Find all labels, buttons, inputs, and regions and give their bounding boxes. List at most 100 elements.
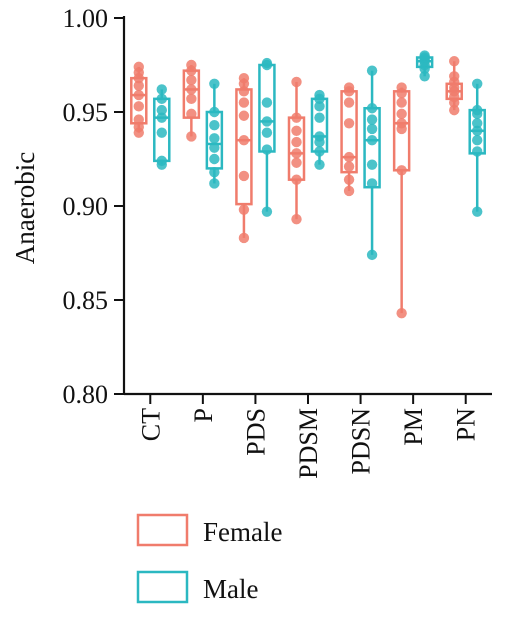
- data-point: [291, 174, 302, 185]
- data-point: [396, 82, 407, 93]
- data-point: [261, 57, 273, 69]
- data-point: [238, 232, 250, 244]
- plot-area: [130, 50, 486, 319]
- data-point: [238, 170, 250, 182]
- box-group: [235, 72, 253, 244]
- legend-label: Male: [203, 574, 258, 604]
- box-group: [153, 84, 171, 170]
- legend: Female Male: [136, 513, 282, 604]
- x-tick-label: PDSM: [294, 408, 323, 479]
- box-group: [363, 65, 381, 261]
- box-group: [205, 78, 224, 189]
- data-point: [238, 97, 250, 108]
- data-point: [156, 127, 167, 138]
- data-point: [343, 151, 355, 163]
- data-point: [156, 84, 167, 95]
- data-point: [343, 97, 355, 108]
- y-tick-label: 1.00: [63, 4, 109, 33]
- data-point: [314, 159, 325, 170]
- data-point: [366, 159, 378, 170]
- data-point: [419, 71, 430, 82]
- data-point: [261, 144, 273, 155]
- data-point: [209, 178, 220, 189]
- data-point: [133, 114, 144, 125]
- data-point: [449, 71, 460, 82]
- data-point: [343, 82, 355, 93]
- data-point: [291, 76, 302, 88]
- data-point: [449, 56, 460, 67]
- data-point: [209, 142, 220, 153]
- legend-swatch: [136, 513, 189, 547]
- box-group: [392, 82, 411, 319]
- data-point: [186, 93, 197, 105]
- data-point: [209, 166, 220, 178]
- box-group: [258, 57, 276, 217]
- data-point: [343, 161, 355, 172]
- box-group: [130, 61, 148, 138]
- data-point: [291, 213, 302, 225]
- data-point: [261, 116, 273, 127]
- x-tick-label: CT: [136, 408, 165, 441]
- data-point: [366, 135, 378, 146]
- data-point: [314, 146, 325, 157]
- data-point: [156, 104, 167, 116]
- data-point: [291, 148, 302, 159]
- data-point: [238, 86, 250, 97]
- data-point: [472, 146, 483, 157]
- box-group: [182, 59, 201, 142]
- data-point: [186, 131, 197, 142]
- data-point: [156, 155, 167, 167]
- box-group: [445, 56, 463, 116]
- data-point: [261, 206, 273, 217]
- box: [258, 63, 276, 153]
- data-point: [238, 72, 250, 84]
- x-tick-label: PN: [452, 408, 481, 441]
- data-point: [133, 101, 144, 112]
- data-point: [261, 127, 273, 138]
- y-axis-label: Anaerobic: [10, 152, 40, 264]
- data-point: [261, 97, 273, 108]
- data-point: [366, 123, 378, 135]
- data-point: [209, 106, 220, 118]
- data-point: [133, 121, 144, 133]
- data-point: [186, 84, 197, 95]
- data-point: [449, 104, 460, 116]
- box-group: [287, 76, 306, 225]
- data-point: [291, 112, 302, 123]
- data-point: [396, 97, 407, 108]
- data-point: [133, 89, 144, 101]
- data-point: [343, 118, 355, 129]
- data-point: [133, 80, 144, 91]
- data-point: [314, 131, 325, 142]
- x-tick-label: PDSN: [347, 408, 376, 475]
- data-point: [238, 204, 250, 215]
- data-point: [419, 50, 430, 61]
- box-group: [415, 50, 434, 82]
- data-point: [133, 61, 144, 73]
- x-tick-label: P: [189, 408, 218, 422]
- data-point: [291, 136, 302, 148]
- data-point: [396, 118, 407, 129]
- box-group: [468, 78, 486, 217]
- box-group: [340, 82, 358, 197]
- data-point: [366, 65, 378, 76]
- data-point: [396, 165, 407, 176]
- data-point: [472, 135, 483, 146]
- data-point: [314, 89, 325, 101]
- data-point: [396, 108, 407, 120]
- data-point: [156, 112, 167, 123]
- data-point: [209, 119, 220, 131]
- x-tick-label: PDS: [241, 408, 270, 456]
- legend-label: Female: [203, 517, 282, 547]
- y-tick-label: 0.95: [63, 98, 109, 127]
- data-point: [366, 103, 378, 114]
- data-point: [472, 104, 483, 116]
- data-point: [472, 78, 483, 90]
- data-point: [396, 307, 407, 319]
- data-point: [209, 78, 220, 90]
- data-point: [366, 249, 378, 261]
- data-point: [238, 135, 250, 146]
- y-tick-label: 0.80: [63, 380, 109, 409]
- data-point: [314, 101, 325, 112]
